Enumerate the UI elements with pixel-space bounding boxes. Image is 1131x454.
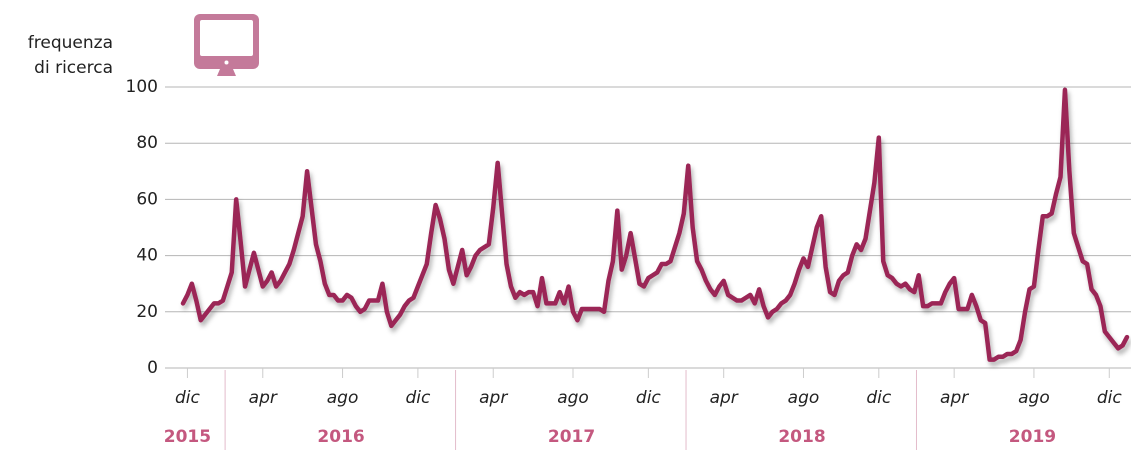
x-tick-label: dic bbox=[866, 388, 892, 408]
x-tick-label: dic bbox=[636, 388, 662, 408]
x-tick-label: ago bbox=[1018, 388, 1050, 408]
y-tick-label: 80 bbox=[136, 133, 158, 153]
x-tick-label: apr bbox=[710, 388, 739, 408]
y-tick-label: 40 bbox=[136, 246, 158, 266]
data-line bbox=[180, 87, 1130, 362]
y-tick-label: 0 bbox=[147, 358, 158, 378]
year-label: 2017 bbox=[548, 427, 595, 447]
x-tick-label: dic bbox=[1097, 388, 1123, 408]
year-label: 2015 bbox=[164, 427, 211, 447]
y-axis-label: frequenza bbox=[28, 33, 113, 53]
y-axis-label: di ricerca bbox=[34, 58, 113, 78]
x-tick-label: ago bbox=[327, 388, 359, 408]
x-tick-label: apr bbox=[249, 388, 278, 408]
y-tick-label: 20 bbox=[136, 302, 158, 322]
x-tick-label: dic bbox=[405, 388, 431, 408]
x-tick-label: dic bbox=[175, 388, 201, 408]
monitor-icon bbox=[194, 14, 259, 76]
y-tick-label: 100 bbox=[126, 77, 158, 97]
year-label: 2016 bbox=[317, 427, 364, 447]
x-tick-label: apr bbox=[940, 388, 969, 408]
x-tick-label: ago bbox=[788, 388, 820, 408]
x-tick-label: ago bbox=[557, 388, 589, 408]
x-tick-label: apr bbox=[479, 388, 508, 408]
year-label: 2019 bbox=[1009, 427, 1056, 447]
year-label: 2018 bbox=[778, 427, 825, 447]
y-tick-label: 60 bbox=[136, 189, 158, 209]
